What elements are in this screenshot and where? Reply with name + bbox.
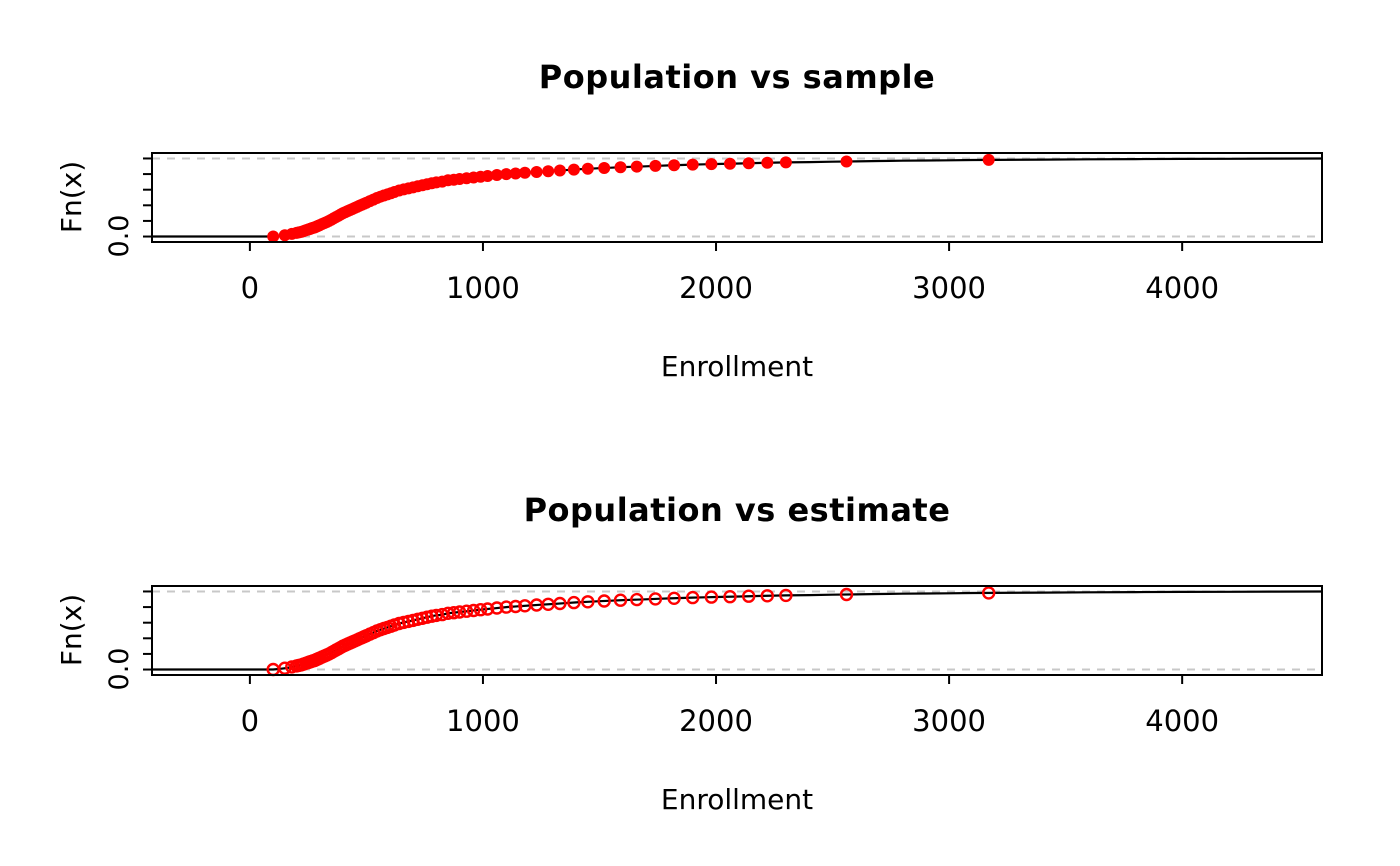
estimate-point bbox=[779, 588, 793, 603]
sample-point bbox=[649, 159, 662, 172]
x-tick-label: 0 bbox=[241, 704, 259, 738]
x-tick-label: 3000 bbox=[912, 271, 986, 305]
estimate-point bbox=[473, 602, 488, 617]
estimate-point bbox=[466, 603, 481, 618]
sample-point bbox=[518, 166, 531, 179]
estimate-point bbox=[760, 589, 774, 603]
sample-point bbox=[705, 158, 718, 171]
sample-point bbox=[742, 157, 755, 170]
sample-point bbox=[982, 153, 995, 166]
estimate-point bbox=[480, 602, 495, 616]
chart-title: Population vs sample bbox=[538, 58, 936, 96]
estimate-point bbox=[508, 599, 523, 614]
sample-point bbox=[630, 160, 643, 173]
x-tick-label: 4000 bbox=[1145, 271, 1219, 305]
y-tick-label: 0.0 bbox=[104, 647, 135, 691]
y-axis-label: Fn(x) bbox=[55, 593, 88, 667]
sample-point bbox=[614, 161, 627, 174]
x-tick-label: 4000 bbox=[1145, 704, 1219, 738]
estimate-point bbox=[597, 594, 611, 608]
plot-canvas-sample: 0 1000 2000 3000 4000 bbox=[143, 152, 1323, 305]
x-tick-label: 2000 bbox=[679, 704, 753, 738]
x-tick-label: 1000 bbox=[446, 271, 520, 305]
figure-population-vs-sample: 0 1000 2000 3000 4000 Population vs sample F… bbox=[55, 58, 1323, 383]
estimate-point bbox=[742, 589, 756, 603]
estimate-point bbox=[648, 592, 663, 606]
y-tick-label: 0.0 bbox=[104, 214, 135, 258]
x-tick-label: 0 bbox=[241, 271, 259, 305]
sample-point bbox=[761, 156, 774, 169]
figure-population-vs-estimate: 0 1000 2000 3000 4000 Population vs estimate… bbox=[0, 433, 1400, 866]
estimate-point bbox=[982, 586, 996, 600]
estimate-point bbox=[499, 600, 513, 614]
chart-title: Population vs estimate bbox=[523, 491, 951, 529]
estimate-point bbox=[723, 589, 737, 604]
sample-point bbox=[779, 156, 792, 169]
estimate-point bbox=[630, 592, 644, 607]
sample-point bbox=[598, 162, 611, 174]
sample-point bbox=[840, 155, 853, 168]
sample-point bbox=[686, 158, 699, 171]
x-tick-label: 2000 bbox=[679, 271, 753, 305]
sample-point bbox=[530, 166, 543, 178]
estimate-point bbox=[581, 595, 595, 609]
sample-point bbox=[581, 162, 594, 175]
estimate-point bbox=[839, 587, 854, 602]
estimate-point bbox=[553, 596, 567, 611]
estimate-point bbox=[459, 604, 474, 618]
estimate-point bbox=[452, 605, 467, 619]
estimate-point bbox=[667, 591, 681, 606]
x-axis-label: Enrollment bbox=[660, 783, 814, 816]
estimate-point bbox=[447, 605, 461, 620]
estimate-point bbox=[490, 601, 504, 615]
x-tick-label: 1000 bbox=[446, 704, 520, 738]
estimate-point bbox=[704, 590, 719, 604]
plot-border bbox=[151, 585, 1323, 676]
sample-point bbox=[668, 159, 681, 172]
plot-border bbox=[151, 152, 1323, 243]
sample-point bbox=[267, 230, 280, 243]
y-axis-label: Fn(x) bbox=[55, 160, 88, 234]
estimate-point bbox=[686, 590, 700, 605]
x-tick-label: 3000 bbox=[912, 704, 986, 738]
estimate-point bbox=[613, 593, 628, 607]
sample-point bbox=[567, 163, 580, 176]
sample-point bbox=[553, 164, 566, 177]
sample-point bbox=[500, 168, 513, 181]
estimate-point bbox=[567, 595, 581, 610]
sample-point bbox=[509, 167, 522, 180]
plot-canvas-estimate: 0 1000 2000 3000 4000 bbox=[143, 585, 1323, 738]
sample-point bbox=[490, 169, 503, 181]
x-axis-label: Enrollment bbox=[660, 350, 814, 383]
sample-point bbox=[481, 170, 494, 182]
sample-point bbox=[724, 157, 736, 170]
sample-point bbox=[542, 165, 555, 178]
